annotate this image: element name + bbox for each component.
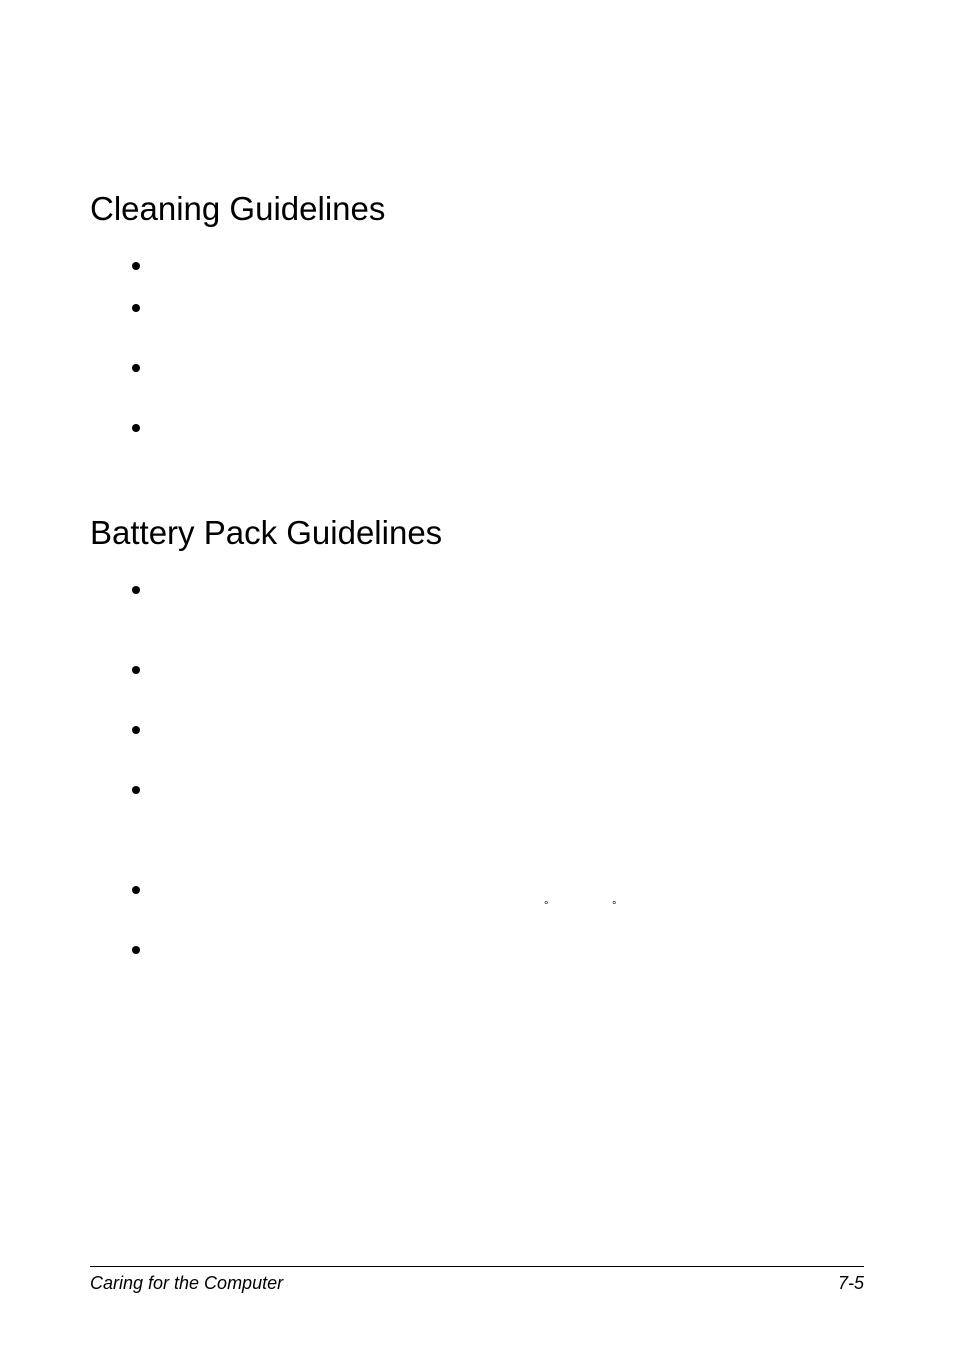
list-item [132, 660, 864, 700]
cleaning-guidelines-heading: Cleaning Guidelines [90, 190, 864, 228]
degree-mark-icon: ° [612, 900, 616, 912]
list-item [132, 358, 864, 398]
list-item [132, 418, 864, 458]
footer-section-title: Caring for the Computer [90, 1273, 283, 1294]
degree-mark-icon: ° [544, 900, 548, 912]
footer-rule [90, 1266, 864, 1267]
list-item [132, 256, 864, 278]
list-item: ° ° [132, 880, 864, 920]
list-item [132, 298, 864, 338]
cleaning-bullet-list [132, 256, 864, 458]
footer-page-number: 7-5 [838, 1273, 864, 1294]
list-item [132, 580, 864, 640]
battery-pack-guidelines-heading: Battery Pack Guidelines [90, 514, 864, 552]
battery-bullet-list: ° ° [132, 580, 864, 1000]
list-item [132, 780, 864, 860]
list-item [132, 720, 864, 760]
list-item [132, 940, 864, 1000]
page-footer: Caring for the Computer 7-5 [90, 1266, 864, 1294]
